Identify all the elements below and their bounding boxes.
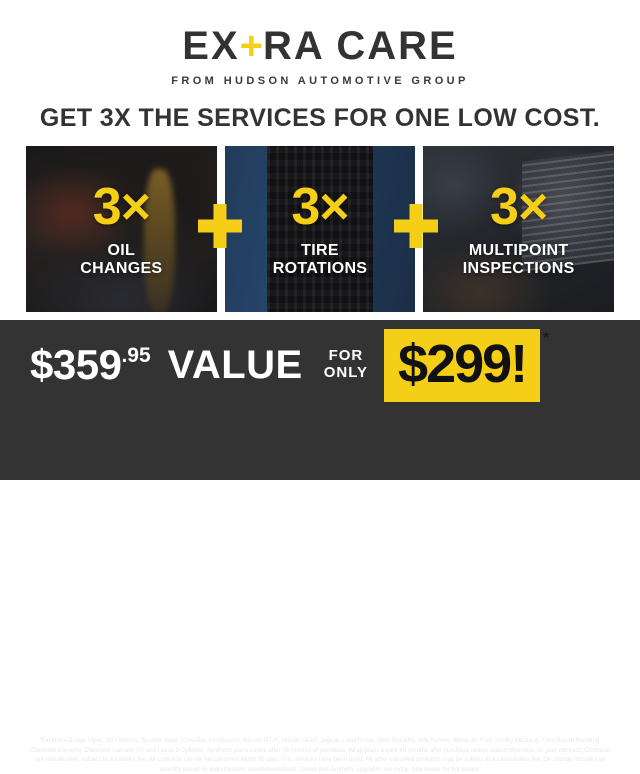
service-label-line1: OIL	[107, 241, 136, 259]
value-word-label: VALUE	[167, 343, 303, 387]
service-label-line2: INSPECTIONS	[462, 259, 575, 277]
sale-price: $299!	[398, 333, 528, 394]
tire-photo	[224, 146, 416, 312]
service-panels: 3× OIL CHANGES 3× TIRE ROTATIONS	[26, 146, 615, 312]
service-panel-oil-changes: 3× OIL CHANGES	[26, 146, 217, 312]
service-label-line2: ROTATIONS	[272, 259, 368, 277]
brand-tagline: FROM HUDSON AUTOMOTIVE GROUP	[171, 75, 469, 87]
logo-wordmark: EX+RA CARE	[182, 26, 457, 66]
oil-pouring-photo	[26, 146, 217, 312]
logo-text-part1: EX	[182, 24, 240, 68]
service-count: 3×	[490, 177, 548, 236]
photo-scrim	[224, 146, 416, 312]
photo-scrim	[26, 146, 217, 312]
for-label: FOR	[328, 347, 364, 365]
service-label-line2: CHANGES	[80, 259, 163, 277]
offer-band: $359.95 VALUE FOR ONLY $299! * *Excludes…	[0, 320, 640, 773]
service-label-line1: MULTIPOINT	[468, 241, 569, 259]
service-panel-multipoint-inspections: 3× MULTIPOINT INSPECTIONS	[423, 146, 615, 312]
service-count: 3×	[291, 177, 349, 236]
asterisk-marker: *	[542, 329, 550, 347]
service-label-line1: TIRE	[301, 241, 339, 259]
disclaimer-text: *Excludes Dodge Viper, SRT Motors, Sprin…	[29, 737, 611, 773]
logo-text-part2: RA CARE	[262, 24, 458, 68]
service-count: 3×	[92, 177, 151, 236]
only-label: ONLY	[323, 364, 369, 381]
for-only-label: FOR ONLY	[323, 347, 369, 382]
extra-care-promo-ad: EX+RA CARE FROM HUDSON AUTOMOTIVE GROUP …	[0, 0, 640, 480]
value-cents: .95	[121, 344, 151, 367]
plus-icon: +	[239, 24, 263, 68]
brand-logo: EX+RA CARE FROM HUDSON AUTOMOTIVE GROUP	[0, 26, 640, 87]
value-price: $359.95	[30, 344, 151, 386]
laptop-diagnostics-photo	[423, 146, 615, 312]
sale-price-box: $299! *	[384, 328, 549, 402]
service-panel-tire-rotations: 3× TIRE ROTATIONS	[224, 146, 416, 312]
value-dollars: $359	[30, 341, 122, 388]
photo-scrim	[423, 146, 615, 312]
page-title: GET 3X THE SERVICES FOR ONE LOW COST.	[39, 104, 601, 132]
